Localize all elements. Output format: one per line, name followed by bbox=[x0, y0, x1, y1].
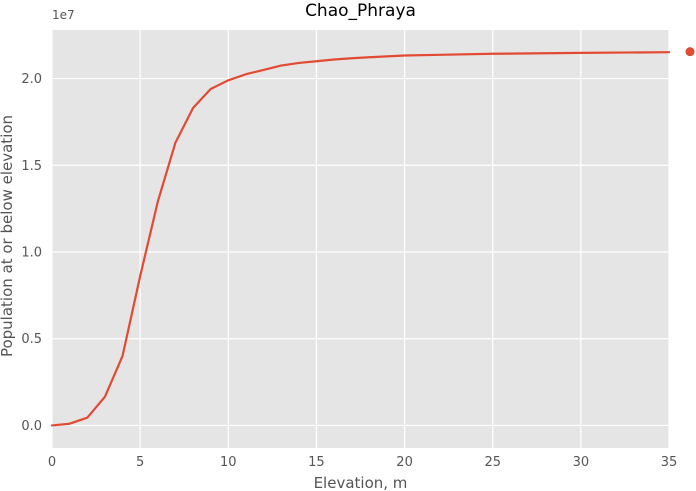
grid bbox=[51, 30, 670, 448]
series-layer bbox=[50, 47, 695, 427]
x-axis: 0 5 10 15 20 25 30 35 bbox=[48, 455, 677, 470]
y-tick-label: 0.5 bbox=[21, 332, 42, 347]
y-tick-label: 2.0 bbox=[21, 72, 42, 87]
y-axis-label: Population at or below elevation bbox=[0, 115, 16, 357]
x-tick-label: 15 bbox=[308, 455, 325, 470]
x-tick-label: 30 bbox=[573, 455, 590, 470]
x-axis-label: Elevation, m bbox=[314, 474, 408, 491]
series-line bbox=[50, 51, 671, 427]
y-tick-label: 1.5 bbox=[21, 159, 42, 174]
x-tick-label: 25 bbox=[484, 455, 501, 470]
y-axis: 0.0 0.5 1.0 1.5 2.0 bbox=[21, 72, 42, 434]
legend-marker bbox=[685, 47, 695, 57]
x-tick-label: 20 bbox=[396, 455, 413, 470]
y-tick-label: 1.0 bbox=[21, 246, 42, 261]
y-tick-label: 0.0 bbox=[21, 419, 42, 434]
x-tick-label: 0 bbox=[48, 455, 56, 470]
x-tick-label: 35 bbox=[661, 455, 678, 470]
plot-area bbox=[52, 30, 669, 448]
chart-title: Chao_Phraya bbox=[305, 1, 416, 21]
y-offset-label: 1e7 bbox=[52, 8, 75, 22]
x-tick-label: 10 bbox=[220, 455, 237, 470]
x-tick-label: 5 bbox=[136, 455, 144, 470]
